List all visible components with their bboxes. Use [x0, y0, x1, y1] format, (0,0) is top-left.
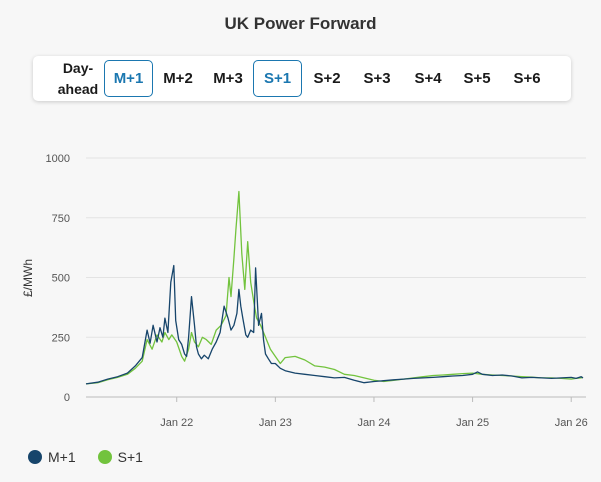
tab-m1-label: M+1 [113, 70, 144, 87]
legend-dot-m1 [28, 450, 42, 464]
tab-s4[interactable]: S+4 [404, 60, 452, 97]
tab-m2[interactable]: M+2 [154, 60, 202, 97]
tab-s3[interactable]: S+3 [353, 60, 401, 97]
series-line-s1 [85, 190, 584, 385]
y-tick-label: 0 [64, 392, 70, 404]
period-tab-bar: Day-ahead M+1 M+2 M+3 S+1 S+2 S+3 S+4 S+… [33, 56, 571, 101]
grid-lines [86, 157, 586, 398]
legend-item-s1[interactable]: S+1 [97, 449, 143, 465]
x-tick-label: Jan 23 [259, 417, 292, 429]
tab-s1-label: S+1 [263, 70, 292, 87]
tab-m3[interactable]: M+3 [204, 60, 252, 97]
tab-s5-label: S+5 [463, 70, 491, 87]
legend-dot-s1 [97, 450, 112, 464]
tab-s6-label: S+6 [513, 70, 541, 87]
x-tick-label: Jan 25 [456, 417, 489, 429]
tab-m1[interactable]: M+1 [104, 60, 153, 97]
y-tick-label: 750 [52, 213, 70, 225]
legend-label-m1: M+1 [48, 449, 76, 465]
x-tick-label: Jan 22 [160, 417, 193, 429]
tab-s3-label: S+3 [363, 70, 391, 87]
legend-label-s1: S+1 [117, 449, 143, 465]
y-tick-label: 1000 [46, 153, 70, 165]
page-title: UK Power Forward [224, 14, 377, 33]
legend: M+1 S+1 [28, 447, 165, 467]
tab-s1[interactable]: S+1 [253, 60, 302, 97]
y-tick-label: 500 [52, 273, 70, 285]
series-line-m1 [85, 264, 584, 385]
tab-s5[interactable]: S+5 [453, 60, 501, 97]
tab-day-ahead[interactable]: Day-ahead [52, 60, 104, 97]
x-tick-label: Jan 26 [555, 417, 588, 429]
tab-day-ahead-label: Day-ahead [57, 59, 99, 97]
y-tick-labels: 0 250 500 750 1000 [46, 153, 70, 404]
tab-m2-label: M+2 [163, 70, 193, 87]
tab-s6[interactable]: S+6 [503, 60, 551, 97]
series-lines [85, 190, 584, 385]
tab-m3-label: M+3 [213, 70, 243, 87]
tab-s2[interactable]: S+2 [303, 60, 351, 97]
legend-item-m1[interactable]: M+1 [28, 449, 76, 465]
tab-s4-label: S+4 [414, 70, 442, 87]
y-tick-label: 250 [52, 332, 70, 344]
tab-s2-label: S+2 [313, 70, 341, 87]
y-axis-label: £/MWh [21, 259, 35, 297]
x-tick-label: Jan 24 [357, 417, 390, 429]
x-tick-labels: Jan 22 Jan 23 Jan 24 Jan 25 Jan 26 [160, 397, 588, 429]
